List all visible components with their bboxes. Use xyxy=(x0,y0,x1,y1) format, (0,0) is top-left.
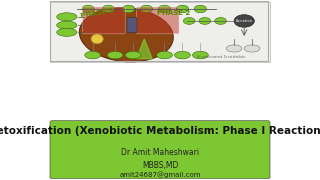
Ellipse shape xyxy=(79,8,173,62)
Ellipse shape xyxy=(156,51,172,59)
Ellipse shape xyxy=(183,18,195,24)
Ellipse shape xyxy=(176,5,188,13)
Text: Dr Amit Maheshwari: Dr Amit Maheshwari xyxy=(121,147,199,156)
Polygon shape xyxy=(136,39,152,59)
FancyBboxPatch shape xyxy=(136,7,179,34)
Ellipse shape xyxy=(226,45,242,52)
Ellipse shape xyxy=(140,5,153,13)
Ellipse shape xyxy=(244,45,260,52)
Ellipse shape xyxy=(57,13,77,21)
Ellipse shape xyxy=(57,28,77,36)
FancyBboxPatch shape xyxy=(50,121,270,179)
Text: PHASE 2: PHASE 2 xyxy=(157,10,190,16)
Ellipse shape xyxy=(194,5,207,13)
Text: Excretion: Excretion xyxy=(236,19,252,23)
Text: All content reserved. Do not distribute.: All content reserved. Do not distribute. xyxy=(197,55,245,59)
Ellipse shape xyxy=(158,5,171,13)
Ellipse shape xyxy=(125,51,141,59)
Text: PHASE 1: PHASE 1 xyxy=(80,7,114,19)
Ellipse shape xyxy=(102,5,115,13)
Ellipse shape xyxy=(199,18,211,24)
Ellipse shape xyxy=(122,5,135,13)
Ellipse shape xyxy=(193,51,208,59)
Ellipse shape xyxy=(91,34,103,44)
FancyBboxPatch shape xyxy=(50,2,270,62)
Ellipse shape xyxy=(57,21,77,29)
Ellipse shape xyxy=(234,15,254,27)
Ellipse shape xyxy=(82,5,94,13)
Text: Detoxification (Xenobiotic Metabolism: Phase I Reactions): Detoxification (Xenobiotic Metabolism: P… xyxy=(0,126,320,136)
Ellipse shape xyxy=(85,51,100,59)
FancyBboxPatch shape xyxy=(127,18,137,33)
Text: MBBS,MD: MBBS,MD xyxy=(142,161,178,170)
Ellipse shape xyxy=(175,51,190,59)
Text: amit24687@gmail.com: amit24687@gmail.com xyxy=(119,172,201,178)
Ellipse shape xyxy=(107,51,123,59)
FancyBboxPatch shape xyxy=(83,7,125,34)
Ellipse shape xyxy=(215,18,227,24)
